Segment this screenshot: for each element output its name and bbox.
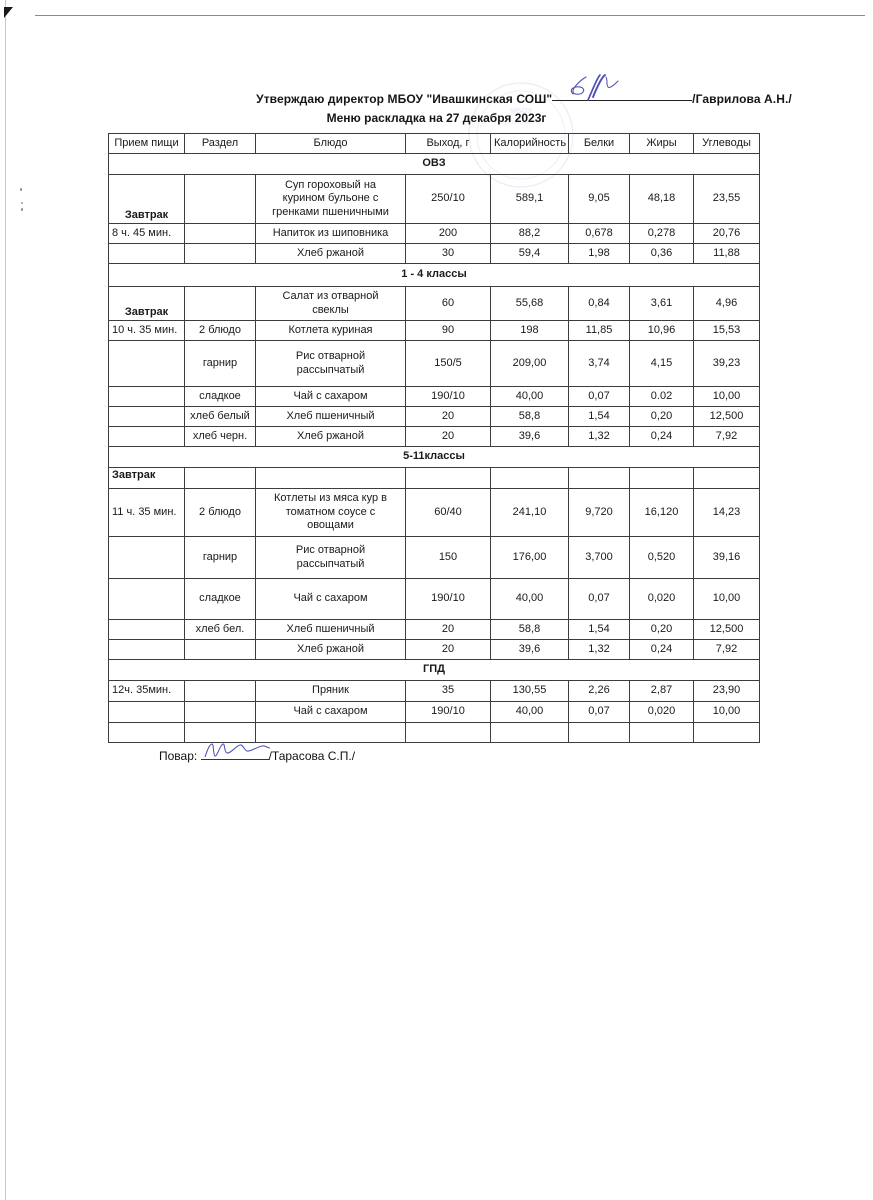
svg-text:ИВАШКИНСКАЯ: ИВАШКИНСКАЯ	[501, 120, 541, 126]
svg-text:МБОУ: МБОУ	[510, 106, 532, 115]
